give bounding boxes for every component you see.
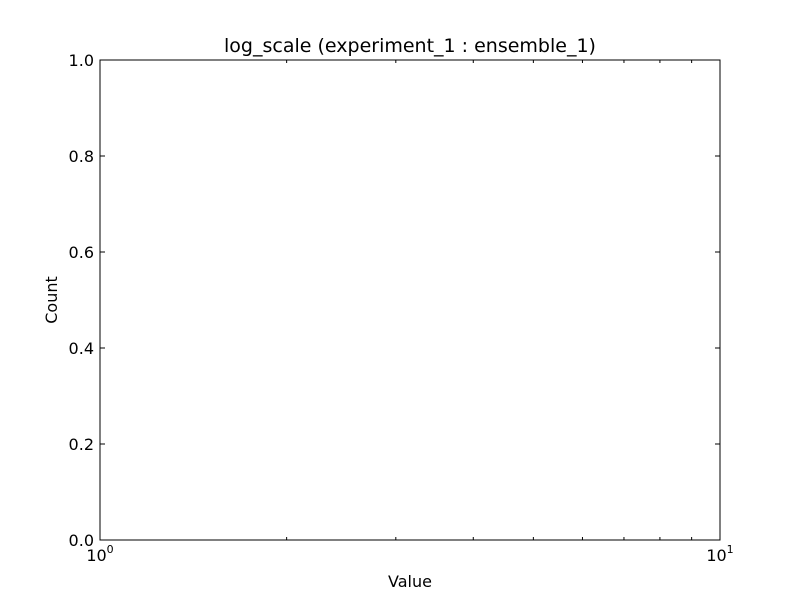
x-axis: 100 101 <box>86 60 734 565</box>
y-tick-label: 0.6 <box>69 243 94 262</box>
y-axis: 0.0 0.2 0.4 0.6 0.8 1.0 <box>69 51 720 550</box>
x-tick-label-base: 10 <box>86 546 106 565</box>
x-axis-label: Value <box>388 572 432 591</box>
y-tick-label: 0.4 <box>69 339 94 358</box>
y-tick-label: 0.2 <box>69 435 94 454</box>
x-tick-label-base: 10 <box>706 546 726 565</box>
plot-area <box>99 59 721 541</box>
y-tick-label: 1.0 <box>69 51 94 70</box>
x-tick-label: 101 <box>706 543 733 565</box>
y-tick-label: 0.0 <box>69 531 94 550</box>
y-axis-label: Count <box>42 276 61 324</box>
y-tick-label: 0.8 <box>69 147 94 166</box>
x-tick-label-exponent: 1 <box>727 543 734 556</box>
x-tick-label-exponent: 0 <box>107 543 114 556</box>
chart-title: log_scale (experiment_1 : ensemble_1) <box>224 35 596 57</box>
x-tick-label: 100 <box>86 543 113 565</box>
